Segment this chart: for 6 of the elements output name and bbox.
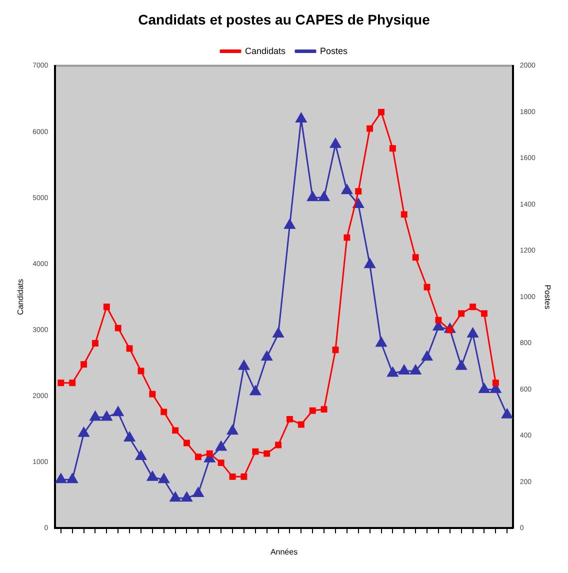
y2-axis-title: Postes [542, 284, 552, 310]
y-axis-title: Candidats [16, 278, 26, 316]
legend-label: Postes [320, 46, 348, 56]
x-axis-title: Années [270, 547, 298, 556]
legend-label: Candidats [244, 46, 286, 56]
chart-title: Candidats et postes au CAPES de Physique [138, 11, 430, 28]
